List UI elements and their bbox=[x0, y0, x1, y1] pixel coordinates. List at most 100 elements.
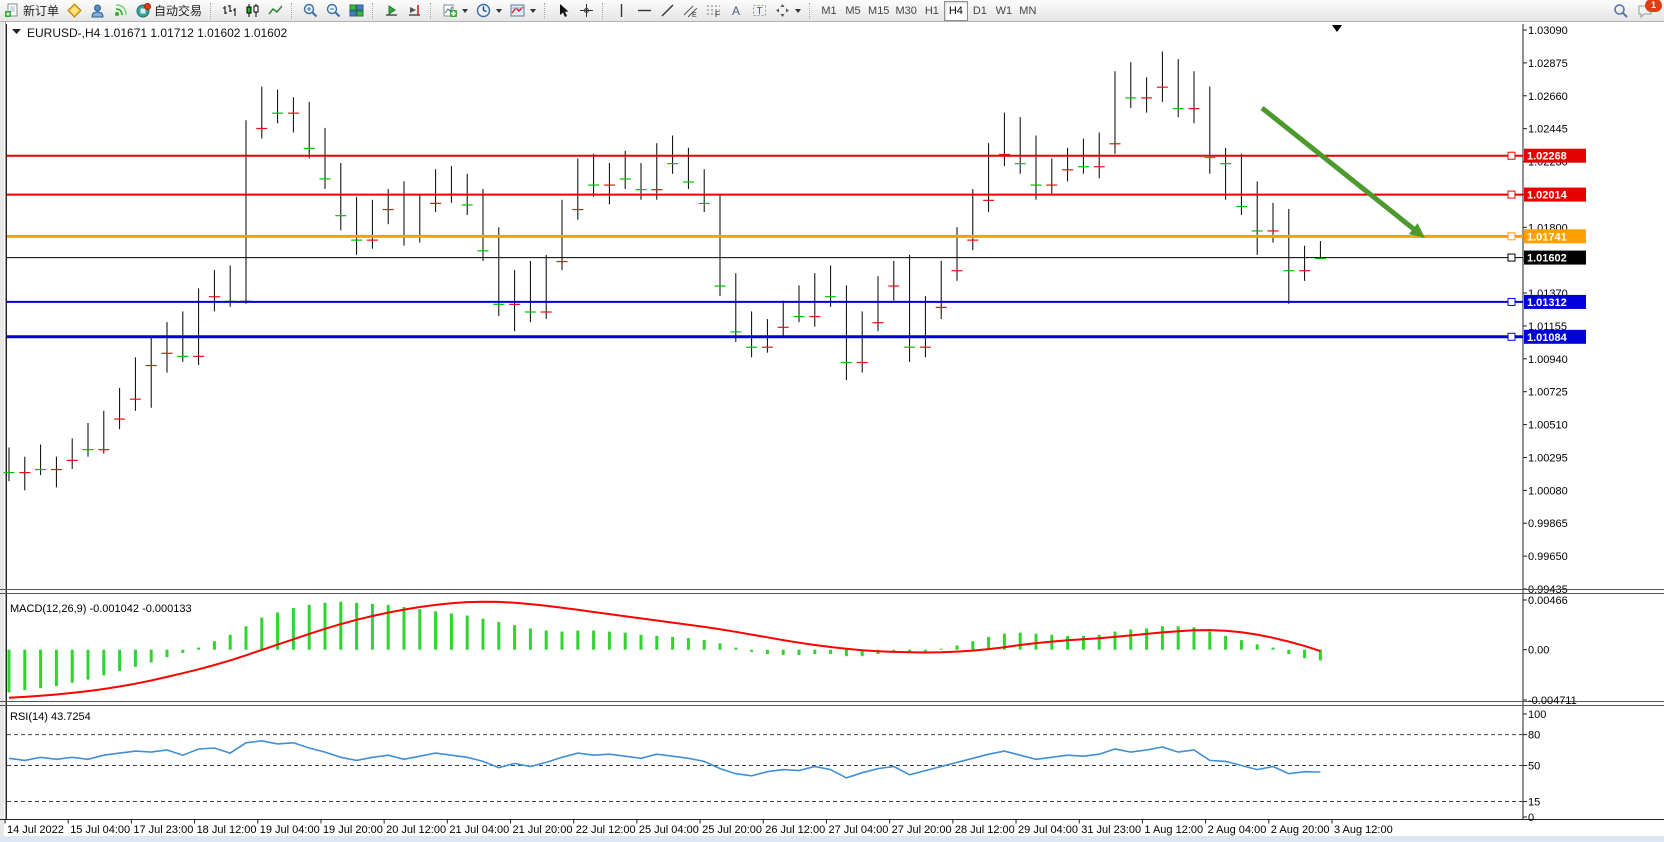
timeframe-w1-button[interactable]: W1 bbox=[992, 1, 1016, 21]
zoom-out-button[interactable] bbox=[322, 1, 345, 21]
svg-text:15: 15 bbox=[1528, 797, 1540, 809]
timeframe-h4-button[interactable]: H4 bbox=[943, 0, 968, 21]
chart-shift-button[interactable] bbox=[403, 1, 426, 21]
timeframe-m5-button[interactable]: M5 bbox=[841, 1, 865, 21]
hline-anchor-square[interactable] bbox=[1507, 332, 1516, 341]
periods-button[interactable] bbox=[472, 1, 506, 21]
dropdown-caret-icon bbox=[530, 8, 537, 13]
candle-up bbox=[919, 346, 931, 348]
candle-up bbox=[967, 239, 979, 241]
svg-text:T: T bbox=[757, 6, 763, 17]
timeframe-mn-button[interactable]: MN bbox=[1016, 1, 1040, 21]
text-button[interactable]: A bbox=[725, 1, 748, 21]
hline-anchor-square[interactable] bbox=[1507, 297, 1516, 306]
candle-down bbox=[303, 147, 315, 149]
cursor-button[interactable] bbox=[552, 1, 575, 21]
macd-histogram-bar bbox=[1176, 626, 1180, 650]
indicators-button[interactable] bbox=[438, 1, 472, 21]
svg-text:1.01741: 1.01741 bbox=[1527, 231, 1567, 243]
trend-arrow[interactable] bbox=[1260, 106, 1425, 238]
candle-down bbox=[1314, 257, 1326, 260]
svg-text:21 Jul 04:00: 21 Jul 04:00 bbox=[449, 824, 509, 836]
macd-panel: MACD(12,26,9) -0.001042 -0.000133 0.00466… bbox=[7, 595, 1577, 707]
svg-text:100: 100 bbox=[1528, 709, 1546, 721]
auto-scroll-button[interactable] bbox=[380, 1, 403, 21]
chart-end-marker bbox=[1332, 25, 1342, 32]
price-badge: 1.02268 bbox=[1524, 148, 1586, 163]
timeframe-d1-button[interactable]: D1 bbox=[968, 1, 992, 21]
macd-histogram-bar bbox=[307, 604, 311, 650]
symbol-title-text: EURUSD-,H4 1.01671 1.01712 1.01602 1.016… bbox=[27, 26, 288, 40]
macd-histogram-bar bbox=[639, 634, 643, 650]
crosshair-button[interactable] bbox=[575, 1, 598, 21]
candle-down bbox=[1014, 163, 1026, 165]
svg-text:29 Jul 04:00: 29 Jul 04:00 bbox=[1018, 824, 1078, 836]
candle-down bbox=[793, 316, 805, 318]
timeframe-h1-button[interactable]: H1 bbox=[920, 1, 944, 21]
hline-anchor-square[interactable] bbox=[1507, 190, 1516, 199]
fibonacci-button[interactable]: F bbox=[702, 1, 725, 21]
horizontal-line-button[interactable] bbox=[633, 1, 656, 21]
chart-candles-button[interactable] bbox=[241, 1, 264, 21]
candle-down bbox=[493, 303, 505, 305]
auto-trading-button[interactable]: 自动交易 bbox=[132, 1, 206, 21]
svg-text:26 Jul 12:00: 26 Jul 12:00 bbox=[765, 824, 825, 836]
macd-histogram-bar bbox=[133, 649, 137, 667]
chart-canvas[interactable]: EURUSD-,H4 1.01671 1.01712 1.01602 1.016… bbox=[0, 22, 1664, 842]
templates-button[interactable] bbox=[506, 1, 540, 21]
macd-histogram-bar bbox=[165, 649, 169, 658]
macd-histogram-bar bbox=[497, 621, 501, 650]
time-axis[interactable]: 14 Jul 2022 15 Jul 04:00 17 Jul 23:00 18 Ju… bbox=[4, 819, 1393, 837]
hline-anchor-square[interactable] bbox=[1507, 151, 1516, 160]
hline-anchor-square[interactable] bbox=[1507, 253, 1516, 262]
macd-signal-line bbox=[8, 600, 1321, 699]
new-order-button[interactable]: 新订单 bbox=[1, 1, 63, 21]
new-order-label: 新订单 bbox=[23, 4, 60, 18]
candle-up bbox=[193, 355, 205, 357]
timeframe-m15-button[interactable]: M15 bbox=[865, 1, 892, 21]
trendline-button[interactable] bbox=[656, 1, 679, 21]
macd-histogram-bar bbox=[987, 636, 991, 650]
bar-chart-icon bbox=[223, 5, 236, 16]
timeframe-m30-button[interactable]: M30 bbox=[892, 1, 919, 21]
candle-down bbox=[698, 202, 710, 205]
timeframe-m1-button[interactable]: M1 bbox=[817, 1, 841, 21]
new-order-icon bbox=[5, 3, 18, 17]
shapes-button[interactable] bbox=[771, 1, 805, 21]
notifications-button[interactable]: 1 bbox=[1633, 0, 1662, 21]
vertical-line-button[interactable] bbox=[610, 1, 633, 21]
tile-windows-button[interactable] bbox=[345, 1, 368, 21]
dropdown-caret-icon bbox=[462, 8, 469, 13]
svg-text:20 Jul 12:00: 20 Jul 12:00 bbox=[386, 824, 446, 836]
label-button[interactable]: T bbox=[748, 1, 771, 21]
window-left-edge bbox=[0, 22, 4, 842]
market-depth-button[interactable] bbox=[63, 1, 86, 21]
candle-down bbox=[1204, 156, 1216, 159]
candle-down bbox=[667, 163, 679, 165]
svg-text:A: A bbox=[732, 4, 740, 18]
symbol-dropdown-icon[interactable] bbox=[12, 29, 21, 34]
macd-histogram-bar bbox=[323, 602, 327, 650]
macd-histogram-bar bbox=[592, 630, 596, 650]
channel-button[interactable]: E bbox=[679, 1, 702, 21]
macd-histogram-bar bbox=[1129, 629, 1133, 650]
macd-histogram-bar bbox=[70, 649, 74, 683]
zoom-in-button[interactable] bbox=[299, 1, 322, 21]
svg-text:1.02014: 1.02014 bbox=[1527, 190, 1568, 202]
svg-text:1.02445: 1.02445 bbox=[1528, 124, 1568, 136]
chart-line-button[interactable] bbox=[264, 1, 287, 21]
hline-anchor-square[interactable] bbox=[1507, 232, 1516, 241]
macd-histogram-bar bbox=[1318, 649, 1322, 661]
svg-text:0.99865: 0.99865 bbox=[1528, 518, 1568, 530]
zoom-in-icon bbox=[303, 3, 318, 18]
signals-button[interactable] bbox=[109, 1, 132, 21]
chart-bars-button[interactable] bbox=[218, 1, 241, 21]
svg-text:22 Jul 12:00: 22 Jul 12:00 bbox=[576, 824, 636, 836]
rsi-panel: RSI(14) 43.7254 100 80 50 15 0 bbox=[7, 709, 1546, 824]
macd-histogram-bar bbox=[955, 645, 959, 650]
candle-up bbox=[208, 296, 220, 298]
community-button[interactable] bbox=[86, 1, 109, 21]
search-button[interactable] bbox=[1609, 1, 1633, 21]
signals-icon bbox=[115, 4, 127, 16]
candle-up bbox=[556, 260, 568, 263]
